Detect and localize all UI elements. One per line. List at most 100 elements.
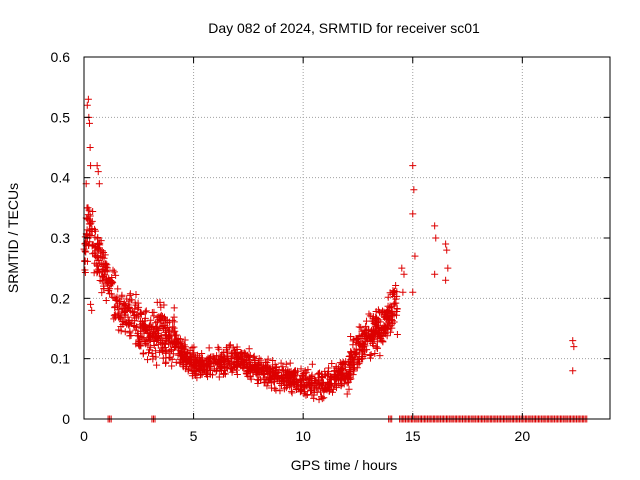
data-point bbox=[280, 385, 288, 393]
data-point bbox=[367, 328, 375, 335]
data-point bbox=[431, 270, 439, 278]
data-point bbox=[115, 298, 123, 306]
data-point bbox=[222, 364, 230, 372]
x-tick-label: 0 bbox=[80, 428, 88, 444]
data-point bbox=[344, 369, 352, 377]
data-point bbox=[372, 307, 380, 315]
data-point bbox=[307, 375, 315, 383]
data-point bbox=[182, 352, 190, 360]
data-point bbox=[297, 365, 305, 373]
data-point bbox=[148, 349, 156, 357]
data-point bbox=[432, 234, 440, 242]
data-point bbox=[158, 339, 166, 347]
data-point bbox=[247, 375, 255, 383]
data-point bbox=[99, 272, 107, 280]
data-point bbox=[260, 363, 268, 371]
data-point bbox=[306, 374, 314, 382]
data-point bbox=[376, 352, 384, 360]
data-point bbox=[200, 363, 208, 371]
data-point bbox=[141, 308, 149, 316]
data-point bbox=[227, 364, 235, 372]
data-point bbox=[94, 234, 102, 242]
data-point bbox=[101, 260, 109, 268]
data-point bbox=[135, 336, 143, 344]
data-point bbox=[112, 271, 120, 279]
data-point bbox=[171, 331, 179, 339]
data-point bbox=[269, 357, 277, 365]
data-point bbox=[124, 319, 132, 327]
data-point bbox=[233, 370, 241, 378]
data-point bbox=[224, 352, 232, 360]
data-point bbox=[219, 370, 227, 378]
data-point bbox=[354, 356, 362, 364]
data-point bbox=[400, 270, 408, 278]
data-point bbox=[160, 321, 168, 329]
data-point bbox=[372, 320, 380, 328]
data-point bbox=[345, 385, 353, 393]
data-point bbox=[121, 309, 129, 317]
data-point bbox=[161, 343, 169, 351]
data-point bbox=[304, 366, 312, 374]
data-point bbox=[271, 384, 279, 392]
data-point bbox=[215, 358, 223, 366]
data-point bbox=[307, 387, 315, 395]
data-point bbox=[303, 382, 311, 390]
data-points bbox=[80, 95, 591, 423]
data-point bbox=[569, 367, 577, 375]
data-point bbox=[81, 247, 89, 255]
data-point bbox=[142, 307, 150, 315]
data-point bbox=[299, 370, 307, 378]
data-point bbox=[357, 332, 365, 340]
data-point bbox=[287, 387, 295, 395]
data-point bbox=[267, 365, 275, 373]
data-point bbox=[115, 313, 123, 321]
data-point bbox=[105, 286, 113, 294]
data-point bbox=[160, 301, 168, 309]
data-point bbox=[112, 296, 120, 304]
data-point bbox=[85, 119, 93, 127]
data-point bbox=[154, 333, 162, 341]
data-point bbox=[90, 249, 98, 257]
data-point bbox=[93, 162, 101, 170]
data-point bbox=[365, 310, 373, 318]
data-point bbox=[393, 304, 401, 312]
data-point bbox=[119, 308, 127, 316]
data-point bbox=[87, 219, 95, 227]
data-point bbox=[108, 273, 116, 281]
data-point bbox=[290, 375, 298, 383]
data-point bbox=[214, 343, 222, 351]
data-point bbox=[297, 377, 305, 385]
data-point bbox=[369, 313, 377, 321]
data-point bbox=[86, 144, 94, 151]
data-point bbox=[205, 344, 213, 352]
data-point bbox=[350, 367, 358, 375]
data-point bbox=[288, 389, 296, 397]
data-point bbox=[278, 366, 286, 374]
data-point bbox=[409, 210, 417, 218]
data-point bbox=[126, 327, 134, 335]
data-point bbox=[127, 296, 135, 304]
data-point bbox=[192, 359, 200, 367]
y-axis-label: SRMTID / TECUs bbox=[5, 183, 21, 293]
data-point bbox=[442, 240, 450, 248]
data-point bbox=[359, 355, 367, 363]
data-point bbox=[166, 338, 174, 346]
data-point bbox=[281, 375, 289, 383]
x-tick-label: 15 bbox=[405, 428, 421, 444]
x-axis-label: GPS time / hours bbox=[291, 457, 398, 473]
data-point bbox=[191, 353, 199, 361]
data-point bbox=[161, 322, 169, 330]
data-point bbox=[336, 366, 344, 374]
y-tick-label: 0.2 bbox=[51, 290, 71, 306]
data-point bbox=[367, 351, 375, 359]
data-point bbox=[204, 357, 212, 365]
data-point bbox=[134, 330, 142, 338]
chart-title: Day 082 of 2024, SRMTID for receiver sc0… bbox=[208, 20, 480, 36]
data-point bbox=[153, 336, 161, 344]
data-point bbox=[164, 334, 172, 342]
data-point bbox=[285, 369, 293, 377]
data-point bbox=[337, 376, 345, 384]
data-point bbox=[89, 250, 97, 258]
data-point bbox=[409, 162, 417, 170]
data-point bbox=[98, 253, 106, 261]
